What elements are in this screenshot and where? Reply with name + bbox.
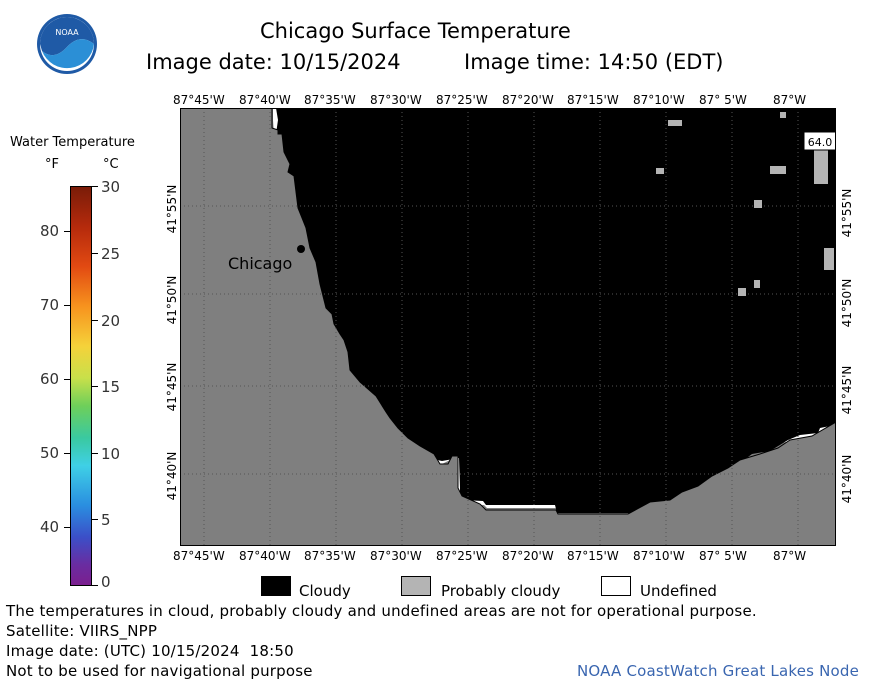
lon-bottom-6: 87°20'W — [502, 549, 554, 563]
c-tick-25 — [92, 253, 98, 254]
cloudy-area — [276, 108, 836, 513]
image-date: Image date: 10/15/2024 — [146, 50, 401, 74]
colorbar-title: Water Temperature — [10, 135, 135, 150]
lat-right-3: 41°45'N — [840, 365, 854, 415]
undefined-swatch — [601, 576, 631, 596]
lon-top-1: 87°45'W — [173, 93, 225, 107]
c-tick-30 — [92, 186, 98, 187]
colorbar-gradient — [70, 186, 92, 586]
c-label-30: 30 — [101, 178, 121, 196]
lon-top-10: 87°W — [773, 93, 807, 107]
c-label-5: 5 — [101, 511, 111, 529]
lon-bottom-3: 87°35'W — [304, 549, 356, 563]
c-tick-0 — [92, 585, 98, 586]
lon-top-6: 87°20'W — [502, 93, 554, 107]
c-tick-10 — [92, 453, 98, 454]
c-label-20: 20 — [101, 312, 121, 330]
f-label-80: 80 — [40, 222, 60, 240]
lon-bottom-5: 87°25'W — [436, 549, 488, 563]
cloudy-label: Cloudy — [299, 582, 351, 600]
f-label-40: 40 — [40, 518, 60, 536]
image-time: Image time: 14:50 (EDT) — [464, 50, 724, 74]
utc-date: Image date: (UTC) 10/15/2024 18:50 — [6, 642, 294, 660]
lat-left-2: 41°50'N — [165, 275, 179, 325]
lat-left-4: 41°40'N — [165, 451, 179, 501]
f-tick-80 — [64, 231, 70, 232]
lon-top-7: 87°15'W — [567, 93, 619, 107]
lon-bottom-4: 87°30'W — [370, 549, 422, 563]
land-lake-shoreline — [180, 108, 836, 546]
graticule — [180, 108, 836, 546]
svg-text:NOAA: NOAA — [55, 28, 79, 37]
lon-top-9: 87° 5'W — [699, 93, 747, 107]
probably-cloudy-swatch — [401, 576, 431, 596]
f-label-60: 60 — [40, 370, 60, 388]
noaa-logo: NOAA — [37, 14, 97, 74]
undefined-label: Undefined — [640, 582, 717, 600]
lon-bottom-8: 87°10'W — [633, 549, 685, 563]
page-title: Chicago Surface Temperature — [260, 19, 571, 43]
unit-c: °C — [103, 157, 119, 172]
cloudy-swatch — [261, 576, 291, 596]
lon-top-8: 87°10'W — [633, 93, 685, 107]
lon-bottom-9: 87° 5'W — [699, 549, 747, 563]
lon-bottom-10: 87°W — [773, 549, 807, 563]
sample-value: 64.0 — [808, 136, 833, 149]
nav-warning: Not to be used for navigational purpose — [6, 662, 313, 680]
lon-top-4: 87°30'W — [370, 93, 422, 107]
c-label-0: 0 — [101, 573, 111, 591]
lon-bottom-7: 87°15'W — [567, 549, 619, 563]
c-label-15: 15 — [101, 378, 121, 396]
lon-top-3: 87°35'W — [304, 93, 356, 107]
city-label: Chicago — [228, 254, 292, 273]
probably-cloudy-specks — [656, 112, 834, 296]
unit-f: °F — [45, 157, 59, 172]
c-tick-5 — [92, 519, 98, 520]
c-label-25: 25 — [101, 245, 121, 263]
f-label-50: 50 — [40, 444, 60, 462]
f-tick-60 — [64, 379, 70, 380]
c-tick-20 — [92, 320, 98, 321]
lat-left-1: 41°55'N — [165, 184, 179, 234]
lon-bottom-2: 87°40'W — [239, 549, 291, 563]
lon-bottom-1: 87°45'W — [173, 549, 225, 563]
lat-right-4: 41°40'N — [840, 454, 854, 504]
f-tick-40 — [64, 527, 70, 528]
lon-top-2: 87°40'W — [239, 93, 291, 107]
f-label-70: 70 — [40, 296, 60, 314]
chicago-marker — [297, 245, 305, 253]
lat-right-2: 41°50'N — [840, 278, 854, 328]
satellite-info: Satellite: VIIRS_NPP — [6, 622, 158, 640]
probably-cloudy-label: Probably cloudy — [441, 582, 561, 600]
map-frame — [180, 108, 836, 546]
f-tick-70 — [64, 305, 70, 306]
disclaimer-note: The temperatures in cloud, probably clou… — [6, 602, 757, 620]
credit-link[interactable]: NOAA CoastWatch Great Lakes Node — [577, 662, 860, 680]
f-tick-50 — [64, 453, 70, 454]
temperature-map: 64.0 Chicago — [180, 108, 836, 546]
lat-left-3: 41°45'N — [165, 362, 179, 412]
sample-value-box — [803, 131, 836, 151]
c-label-10: 10 — [101, 445, 121, 463]
lat-right-1: 41°55'N — [840, 188, 854, 238]
c-tick-15 — [92, 386, 98, 387]
lon-top-5: 87°25'W — [436, 93, 488, 107]
